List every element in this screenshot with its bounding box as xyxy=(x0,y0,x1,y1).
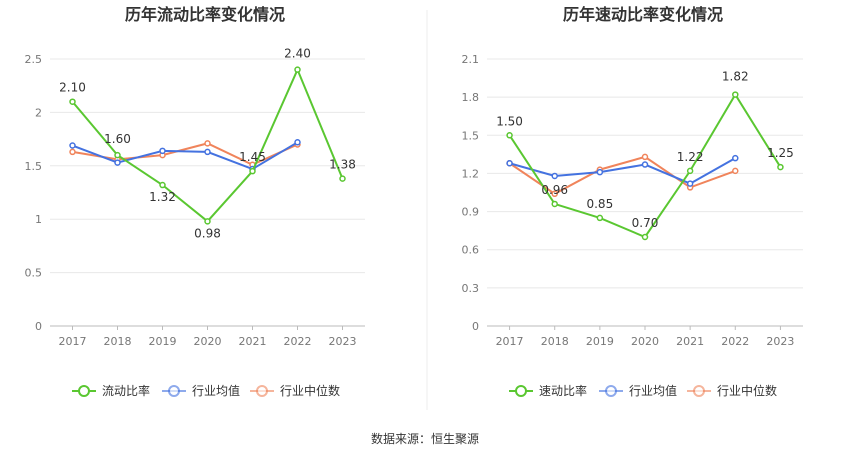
data-label: 0.70 xyxy=(632,216,659,230)
data-label: 1.38 xyxy=(329,158,356,172)
data-point xyxy=(204,218,211,225)
data-point xyxy=(732,167,739,175)
series-line xyxy=(509,155,736,195)
data-point xyxy=(732,154,739,162)
legend-marker xyxy=(605,385,617,397)
x-tick-label: 2019 xyxy=(149,335,177,348)
chart-title: 历年流动比率变化情况 xyxy=(125,5,285,24)
data-point xyxy=(69,98,76,105)
legend-marker xyxy=(256,385,268,397)
data-point xyxy=(159,147,166,155)
source-note: 数据来源：恒生聚源 xyxy=(371,431,479,446)
data-point xyxy=(551,200,558,208)
data-point xyxy=(294,139,301,146)
data-point xyxy=(506,132,513,139)
y-tick-label: 2 xyxy=(35,106,42,119)
x-tick-label: 2020 xyxy=(631,335,659,348)
data-label: 1.25 xyxy=(767,146,794,160)
data-label: 2.10 xyxy=(59,81,86,95)
data-point xyxy=(339,175,346,182)
data-point xyxy=(159,181,166,189)
y-tick-label: 0 xyxy=(472,320,479,333)
data-label: 0.96 xyxy=(541,183,568,197)
x-tick-label: 2018 xyxy=(104,335,132,348)
data-point xyxy=(506,160,513,167)
legend-label: 行业中位数 xyxy=(280,383,340,398)
x-tick-label: 2017 xyxy=(59,335,87,348)
legend-label: 流动比率 xyxy=(102,383,150,398)
x-tick-label: 2022 xyxy=(721,335,749,348)
y-tick-label: 1.5 xyxy=(462,129,480,142)
legend-marker xyxy=(168,385,180,397)
y-tick-label: 1.8 xyxy=(462,91,480,104)
chart-title: 历年速动比率变化情况 xyxy=(563,5,723,24)
data-point xyxy=(294,66,301,73)
y-tick-label: 0.5 xyxy=(25,267,43,280)
x-tick-label: 2018 xyxy=(541,335,569,348)
data-point xyxy=(551,172,558,180)
data-label: 1.82 xyxy=(722,70,749,84)
x-tick-label: 2021 xyxy=(676,335,704,348)
data-point xyxy=(732,91,739,98)
y-tick-label: 0.3 xyxy=(462,282,480,295)
y-tick-label: 0.9 xyxy=(462,206,480,219)
data-point xyxy=(114,151,121,159)
data-label: 1.45 xyxy=(239,150,266,164)
y-tick-label: 1.5 xyxy=(25,160,43,173)
data-point xyxy=(641,233,649,241)
data-label: 0.85 xyxy=(586,197,613,211)
data-label: 2.40 xyxy=(284,47,311,61)
data-point xyxy=(204,140,211,147)
data-point xyxy=(204,148,211,156)
x-tick-label: 2021 xyxy=(239,335,267,348)
data-label: 1.50 xyxy=(496,114,523,128)
series-line xyxy=(72,141,299,171)
data-point xyxy=(249,167,256,175)
legend-label: 行业均值 xyxy=(192,383,240,398)
y-tick-label: 1.2 xyxy=(462,167,480,180)
legend-marker xyxy=(515,385,527,397)
data-label: 0.98 xyxy=(194,226,221,240)
x-tick-label: 2022 xyxy=(284,335,312,348)
x-tick-label: 2020 xyxy=(194,335,222,348)
data-label: 1.32 xyxy=(149,190,176,204)
data-point xyxy=(777,163,784,171)
data-point xyxy=(551,190,558,198)
legend-label: 行业中位数 xyxy=(717,383,777,398)
y-tick-label: 2.1 xyxy=(462,53,480,66)
data-point xyxy=(596,214,604,222)
series-line xyxy=(509,157,736,185)
legend-label: 行业均值 xyxy=(629,383,677,398)
data-point xyxy=(596,168,604,176)
legend-marker xyxy=(78,385,90,397)
data-point xyxy=(641,161,649,168)
y-tick-label: 0 xyxy=(35,320,42,333)
legend-marker xyxy=(693,385,705,397)
x-tick-label: 2017 xyxy=(496,335,524,348)
data-point xyxy=(686,167,694,175)
legend-label: 速动比率 xyxy=(539,383,587,398)
data-label: 1.22 xyxy=(677,150,704,164)
series-line xyxy=(72,142,298,166)
x-tick-label: 2023 xyxy=(329,335,357,348)
data-label: 1.60 xyxy=(104,132,131,146)
y-tick-label: 1 xyxy=(35,213,42,226)
data-point xyxy=(641,153,649,161)
data-point xyxy=(114,159,121,166)
x-tick-label: 2023 xyxy=(766,335,794,348)
data-point xyxy=(69,148,76,156)
y-tick-label: 2.5 xyxy=(25,53,43,66)
x-tick-label: 2019 xyxy=(586,335,614,348)
data-point xyxy=(69,142,76,149)
y-tick-label: 0.6 xyxy=(462,244,480,257)
data-point xyxy=(686,180,694,187)
